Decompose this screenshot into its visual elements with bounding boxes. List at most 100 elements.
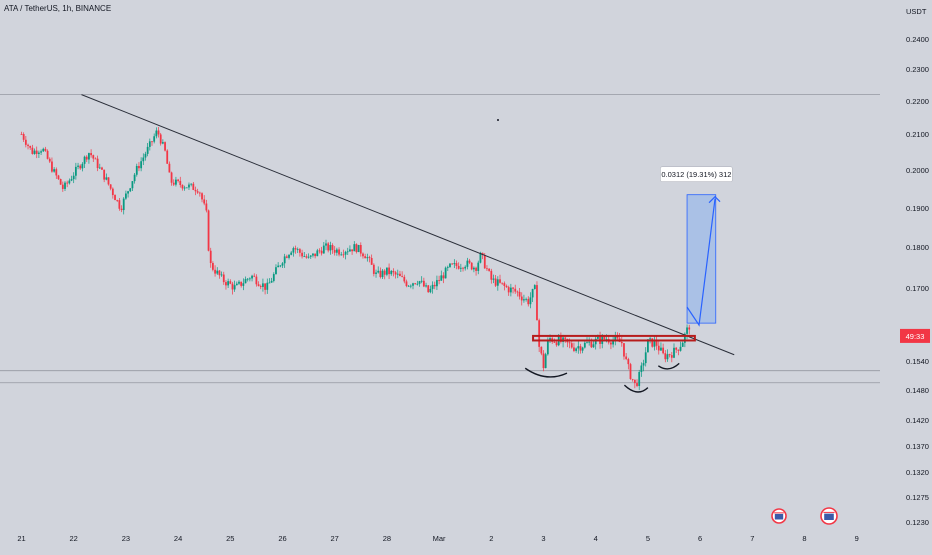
candle-body xyxy=(431,284,434,289)
candle-body xyxy=(51,161,53,172)
candle-body xyxy=(362,253,364,257)
price-axis[interactable]: USDT 0.2400 0.2300 0.2200 0.2100 0.2000 0.1900… xyxy=(900,7,930,527)
candle-body xyxy=(368,257,371,258)
candle-body xyxy=(438,280,440,281)
candle-body xyxy=(262,283,264,287)
time-axis[interactable]: 21 22 23 24 25 26 27 28 Mar 2 3 4 5 6 7 8 9 xyxy=(17,534,858,543)
candle-body xyxy=(520,296,523,301)
candle-body xyxy=(33,150,36,154)
candle-body xyxy=(301,252,303,257)
x-tick-label: 26 xyxy=(278,534,286,543)
candle-body xyxy=(272,274,275,281)
candle-body xyxy=(427,285,430,293)
x-tick-label: 9 xyxy=(855,534,859,543)
shoulder-arc-left xyxy=(524,367,568,378)
candle-body xyxy=(194,189,197,192)
candle-body xyxy=(673,347,675,358)
candle-body xyxy=(492,278,495,280)
x-tick-label: 6 xyxy=(698,534,702,543)
candle-body xyxy=(407,285,410,287)
candle-body xyxy=(590,341,593,348)
candle-body xyxy=(444,267,447,279)
candle-body xyxy=(164,142,166,151)
candle-body xyxy=(279,265,282,267)
candle-body xyxy=(568,342,571,344)
candle-body xyxy=(636,383,638,386)
candle-body xyxy=(181,185,184,189)
candle-body xyxy=(625,356,628,360)
candle-body xyxy=(596,336,599,339)
candle-body xyxy=(633,379,636,384)
candle-body xyxy=(159,134,162,144)
candle-body xyxy=(516,291,519,293)
price-tag xyxy=(900,328,930,343)
candle-body xyxy=(142,157,145,162)
x-tick-label: 25 xyxy=(226,534,234,543)
candle-body xyxy=(379,270,382,278)
candle-body xyxy=(479,252,482,263)
candle-body xyxy=(314,253,317,257)
candle-body xyxy=(27,144,29,146)
candle-body xyxy=(675,347,678,350)
candle-body xyxy=(660,347,662,351)
candle-body xyxy=(266,282,269,290)
candle-body xyxy=(683,333,686,343)
candle-body xyxy=(55,169,58,176)
y-tick-label: 0.2300 xyxy=(906,65,929,74)
candle-body xyxy=(679,346,682,351)
candle-body xyxy=(542,353,545,369)
candle-body xyxy=(505,285,508,288)
price-tag-label: 49:33 xyxy=(906,332,925,341)
measure-label-box xyxy=(660,166,733,182)
candle-body xyxy=(251,275,253,279)
candle-body xyxy=(155,130,158,137)
candle-body xyxy=(44,148,47,151)
candle-body xyxy=(331,245,334,250)
candle-body xyxy=(688,327,691,330)
candle-body xyxy=(670,355,673,358)
y-tick-label: 0.1900 xyxy=(906,204,929,213)
candle-body xyxy=(351,249,353,252)
candle-body xyxy=(564,337,567,339)
y-tick-label: 0.1370 xyxy=(906,442,929,451)
candle-body xyxy=(412,283,414,286)
candle-body xyxy=(190,183,193,185)
candle-body xyxy=(372,264,375,274)
x-tick-label: 28 xyxy=(383,534,391,543)
candle-body xyxy=(227,281,230,286)
candle-body xyxy=(131,181,134,189)
candle-body xyxy=(638,372,641,386)
candle-body xyxy=(335,249,338,253)
candle-body xyxy=(457,265,460,269)
candle-body xyxy=(151,141,153,143)
candle-body xyxy=(72,175,75,180)
candle-body xyxy=(64,182,66,189)
candle-body xyxy=(172,182,175,185)
candle-body xyxy=(536,285,538,321)
candle-body xyxy=(299,249,301,253)
candle-body xyxy=(257,284,260,286)
candle-body xyxy=(466,260,469,267)
candle-body xyxy=(464,266,467,269)
candle-body xyxy=(225,282,227,286)
candle-body xyxy=(94,158,97,160)
candle-body xyxy=(446,266,449,268)
candle-body xyxy=(205,203,208,211)
candle-body xyxy=(394,272,397,275)
candle-body xyxy=(157,130,160,135)
candle-body xyxy=(61,184,64,189)
candle-body xyxy=(483,255,486,269)
candle-body xyxy=(109,184,112,189)
candle-body xyxy=(148,141,151,147)
candle-body xyxy=(364,256,367,259)
trendline xyxy=(81,94,735,356)
axis-icons xyxy=(771,507,838,525)
candle-body xyxy=(288,254,290,258)
candle-body xyxy=(216,270,219,274)
candle-body xyxy=(133,174,136,182)
candle-body xyxy=(649,338,651,340)
candle-body xyxy=(509,287,512,293)
candle-body xyxy=(235,283,238,286)
candle-body xyxy=(338,249,340,255)
